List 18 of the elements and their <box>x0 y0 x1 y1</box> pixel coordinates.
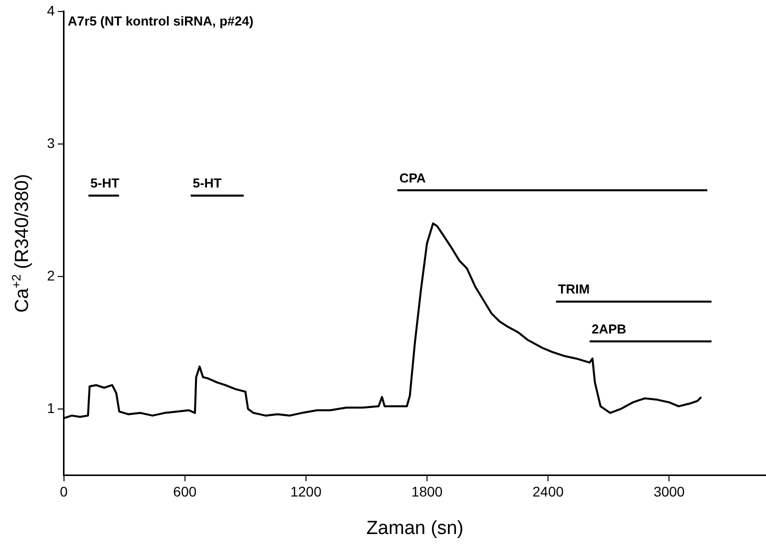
series-label: 5-HT <box>192 176 222 191</box>
y-tick-label: 3 <box>46 134 55 151</box>
x-tick-label: 1200 <box>290 483 322 500</box>
x-tick-label: 600 <box>173 483 197 500</box>
x-tick-label: 2400 <box>532 483 564 500</box>
chart-title: A7r5 (NT kontrol siRNA, p#24) <box>68 13 254 28</box>
x-tick-label: 1800 <box>411 483 443 500</box>
series-label: TRIM <box>558 282 590 297</box>
series-label: 5-HT <box>90 176 120 191</box>
y-tick-label: 4 <box>46 2 55 18</box>
series-label: CPA <box>399 170 426 186</box>
y-axis-title: Ca+2 (R340/380) <box>9 174 33 313</box>
x-tick-label: 0 <box>60 483 68 500</box>
y-tick-label: 1 <box>46 400 55 416</box>
series-label: 2APB <box>592 321 626 336</box>
x-axis-title: Zaman (sn) <box>366 518 464 539</box>
y-tick-label: 2 <box>46 267 55 284</box>
x-tick-label: 3000 <box>654 483 685 500</box>
